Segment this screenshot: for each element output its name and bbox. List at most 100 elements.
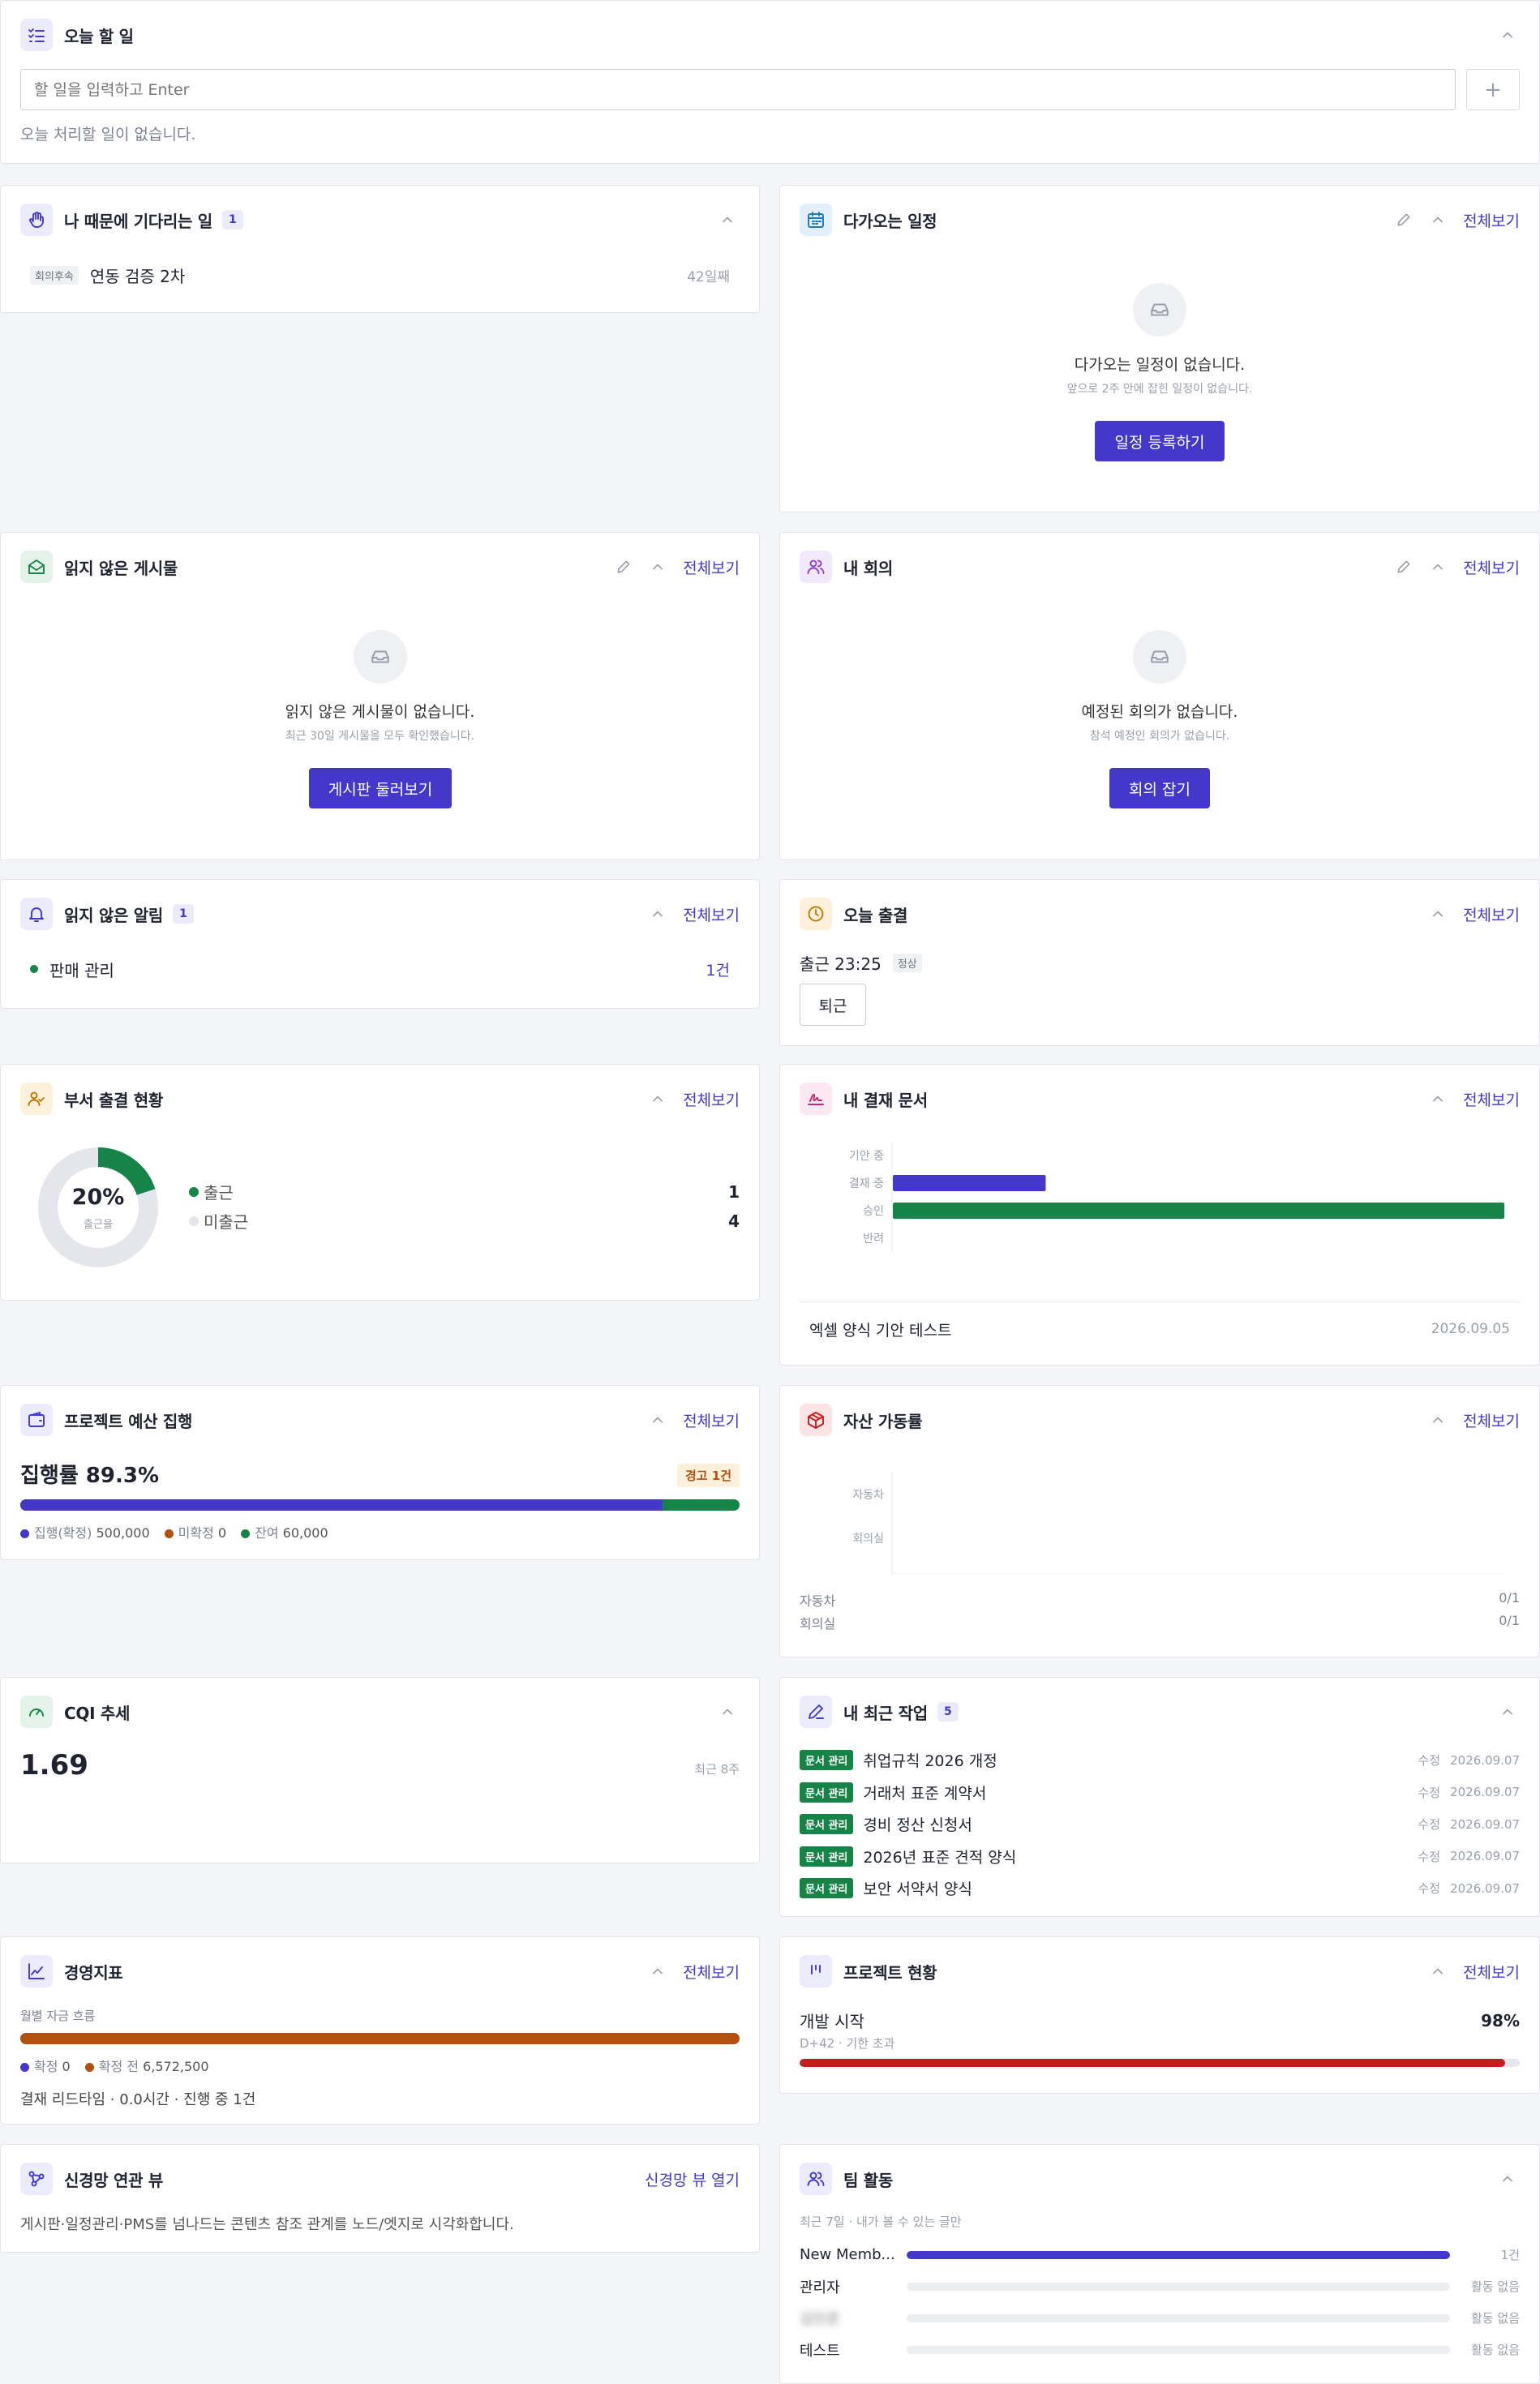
team-row[interactable]: 관리자 활동 없음: [800, 2270, 1520, 2302]
collapse-chevron-icon[interactable]: [1495, 1700, 1520, 1724]
project-progress-bar: [800, 2059, 1520, 2067]
recent-item[interactable]: 문서 관리 취업규칙 2026 개정 수정 2026.09.07: [800, 1744, 1520, 1777]
legend-dot: [189, 1216, 199, 1226]
alert-dot: [30, 965, 38, 973]
donut-percent: 20%: [71, 1185, 125, 1210]
bell-icon: [20, 898, 53, 930]
recent-count-badge: 5: [937, 1702, 959, 1722]
team-member-name: 테스트: [800, 2342, 840, 2360]
mgmt-view-all-link[interactable]: 전체보기: [683, 1963, 740, 1982]
team-title: 팀 활동: [843, 2170, 893, 2190]
legend-item: 확정 0: [20, 2056, 71, 2075]
team-row[interactable]: 김민준 활동 없음: [800, 2302, 1520, 2334]
budget-warning-badge: 경고 1건: [676, 1464, 740, 1487]
todo-add-button[interactable]: +: [1466, 69, 1520, 110]
collapse-chevron-icon[interactable]: [1426, 1959, 1450, 1983]
signature-icon: [800, 1083, 832, 1115]
collapse-chevron-icon[interactable]: [715, 1700, 740, 1724]
assets-view-all-link[interactable]: 전체보기: [1463, 1412, 1520, 1430]
recent-item-action: 수정: [1418, 1785, 1441, 1800]
cqi-card: CQI 추세 1.69 최근 8주: [0, 1677, 760, 1863]
approval-doc-name: 엑셀 양식 기안 테스트: [809, 1321, 952, 1340]
mgmt-summary: 결재 리드타임 · 0.0시간 · 진행 중 1건: [20, 2091, 256, 2108]
budget-bar-fill: [20, 1499, 663, 1511]
checkin-time: 출근 23:25: [800, 954, 882, 974]
project-percent: 98%: [1481, 2010, 1520, 2030]
recent-item[interactable]: 문서 관리 2026년 표준 견적 양식 수정 2026.09.07: [800, 1841, 1520, 1873]
project-progress-fill: [800, 2059, 1506, 2067]
collapse-chevron-icon[interactable]: [1426, 555, 1450, 579]
unread-posts-card: 읽지 않은 게시물 전체보기 읽지 않은 게시물이 없습니다. 최근 30일 게…: [0, 532, 760, 860]
pencil-icon[interactable]: [611, 555, 636, 579]
collapse-chevron-icon[interactable]: [1426, 1408, 1450, 1432]
alert-item-count: 1건: [706, 961, 730, 980]
mgmt-title: 경영지표: [64, 1962, 123, 1983]
recent-item[interactable]: 문서 관리 거래처 표준 계약서 수정 2026.09.07: [800, 1777, 1520, 1809]
pencil-icon[interactable]: [1392, 208, 1416, 232]
donut-sub: 출근율: [84, 1219, 113, 1231]
collapse-chevron-icon[interactable]: [646, 1959, 670, 1983]
recent-item-tag: 문서 관리: [800, 1814, 854, 1835]
collapse-chevron-icon[interactable]: [646, 902, 670, 926]
graph-open-link[interactable]: 신경망 뷰 열기: [645, 2171, 740, 2189]
recent-item-tag: 문서 관리: [800, 1846, 854, 1867]
recent-item-date: 2026.09.07: [1450, 1785, 1520, 1800]
asset-row-value: 0/1: [1499, 1613, 1520, 1628]
approval-doc-row[interactable]: 엑셀 양식 기안 테스트 2026.09.05: [809, 1314, 1510, 1344]
collapse-chevron-icon[interactable]: [1426, 208, 1450, 232]
alerts-view-all-link[interactable]: 전체보기: [683, 906, 740, 924]
team-member-name: New Memb...: [800, 2246, 895, 2263]
unread-posts-empty-text: 읽지 않은 게시물이 없습니다.: [285, 703, 475, 721]
collapse-chevron-icon[interactable]: [1495, 2167, 1520, 2191]
collapse-chevron-icon[interactable]: [1426, 902, 1450, 926]
collapse-chevron-icon[interactable]: [646, 1408, 670, 1432]
collapse-chevron-icon[interactable]: [646, 555, 670, 579]
project-view-all-link[interactable]: 전체보기: [1463, 1963, 1520, 1982]
board-browse-button[interactable]: 게시판 둘러보기: [309, 768, 452, 808]
divider: [800, 1301, 1520, 1302]
approval-view-all-link[interactable]: 전체보기: [1463, 1091, 1520, 1109]
approval-title: 내 결재 문서: [843, 1090, 928, 1110]
schedule-view-all-link[interactable]: 전체보기: [1463, 212, 1520, 230]
asset-row-label: 자동차: [800, 1593, 836, 1609]
project-title: 프로젝트 현황: [843, 1962, 937, 1983]
cqi-value: 1.69: [20, 1749, 88, 1782]
attendance-view-all-link[interactable]: 전체보기: [1463, 906, 1520, 924]
team-row[interactable]: New Memb... 1건: [800, 2239, 1520, 2270]
dept-view-all-link[interactable]: 전체보기: [683, 1091, 740, 1109]
waiting-item[interactable]: 회의후속 연동 검증 2차 42일째: [30, 260, 730, 289]
y-tick-label: 반려: [863, 1233, 884, 1246]
schedule-register-button[interactable]: 일정 등록하기: [1095, 421, 1225, 461]
collapse-chevron-icon[interactable]: [1495, 23, 1520, 47]
meetings-view-all-link[interactable]: 전체보기: [1463, 559, 1520, 577]
inbox-icon: [1133, 630, 1186, 684]
collapse-chevron-icon[interactable]: [1426, 1087, 1450, 1111]
unread-posts-view-all-link[interactable]: 전체보기: [683, 559, 740, 577]
todo-input[interactable]: [20, 69, 1456, 110]
collapse-chevron-icon[interactable]: [715, 208, 740, 232]
pencil-icon[interactable]: [1392, 555, 1416, 579]
checkout-button[interactable]: 퇴근: [800, 984, 866, 1026]
todo-title: 오늘 할 일: [64, 26, 134, 46]
team-row[interactable]: 테스트 활동 없음: [800, 2334, 1520, 2365]
collapse-chevron-icon[interactable]: [646, 1087, 670, 1111]
recent-title: 내 최근 작업: [843, 1703, 928, 1723]
create-meeting-button[interactable]: 회의 잡기: [1109, 768, 1210, 808]
line-chart-icon: [20, 1955, 53, 1987]
recent-item[interactable]: 문서 관리 경비 정산 신청서 수정 2026.09.07: [800, 1808, 1520, 1841]
schedule-empty-text: 다가오는 일정이 없습니다.: [1074, 356, 1246, 374]
budget-view-all-link[interactable]: 전체보기: [683, 1412, 740, 1430]
project-row[interactable]: 개발 시작 98%: [800, 2009, 1520, 2032]
mail-open-icon: [20, 551, 53, 583]
recent-item[interactable]: 문서 관리 보안 서약서 양식 수정 2026.09.07: [800, 1872, 1520, 1905]
approval-card: 내 결재 문서 전체보기 기안 중결재 중승인반려01234 엑셀 양식 기안 …: [779, 1064, 1540, 1366]
cash-flow-label: 월별 자금 흐름: [20, 2009, 96, 2023]
alert-item[interactable]: 판매 관리 1건: [30, 954, 730, 984]
legend-item: 잔여 60,000: [241, 1522, 328, 1541]
calendar-icon: [800, 204, 832, 236]
budget-legend: 집행(확정) 500,000 미확정 0 잔여 60,000: [20, 1522, 328, 1541]
recent-item-date: 2026.09.07: [1450, 1816, 1520, 1832]
legend-dot: [20, 1529, 29, 1538]
todo-card: 오늘 할 일 + 오늘 처리할 일이 없습니다.: [0, 0, 1540, 164]
team-sub: 최근 7일 · 내가 볼 수 있는 글만: [800, 2215, 962, 2229]
